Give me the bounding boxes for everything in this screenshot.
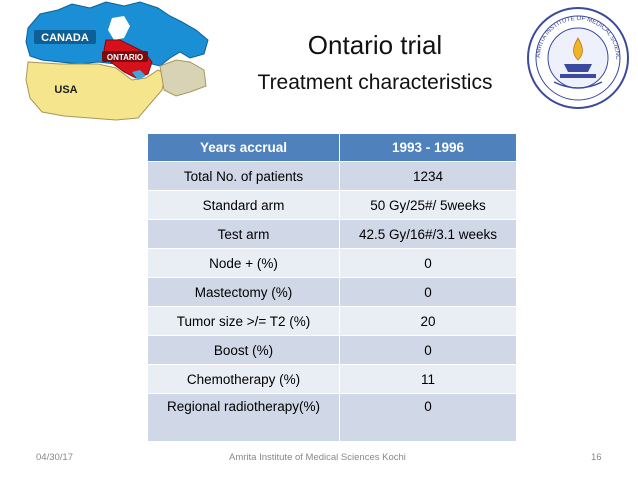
table-cell-label: Chemotherapy (%) (148, 364, 340, 394)
table-row: Regional radiotherapy(%) 0 (148, 393, 516, 442)
table-cell-value: 0 (339, 393, 516, 442)
table-row: Total No. of patients 1234 (148, 161, 516, 191)
slide-title: Ontario trial (307, 30, 443, 60)
table-header-cell: 1993 - 1996 (339, 134, 516, 162)
canada-ontario-map: CANADA ONTARIO USA (20, 0, 212, 122)
footer-institution: Amrita Institute of Medical Sciences Koc… (229, 452, 406, 463)
slide-subtitle: Treatment characteristics (257, 71, 493, 94)
table-cell-value: 50 Gy/25#/ 5weeks (339, 190, 516, 220)
map-label-usa: USA (54, 84, 77, 96)
table-cell-value: 0 (339, 335, 516, 365)
footer-date: 04/30/17 (36, 452, 73, 463)
table-cell-value: 0 (339, 248, 516, 278)
table-header-row: Years accrual 1993 - 1996 (148, 134, 516, 162)
table-cell-label: Test arm (148, 219, 340, 249)
table-row: Chemotherapy (%) 11 (148, 364, 516, 394)
table-cell-label: Mastectomy (%) (148, 277, 340, 307)
usa-region (25, 61, 167, 121)
table-cell-value: 11 (339, 364, 516, 394)
footer-page-number: 16 (591, 452, 602, 463)
table-row: Test arm 42.5 Gy/16#/3.1 weeks (148, 219, 516, 249)
map-label-canada: CANADA (41, 32, 89, 44)
table-cell-value: 20 (339, 306, 516, 336)
table-cell-label: Regional radiotherapy(%) (148, 393, 340, 442)
table-row: Standard arm 50 Gy/25#/ 5weeks (148, 190, 516, 220)
table-cell-label: Standard arm (148, 190, 340, 220)
treatment-table: Years accrual 1993 - 1996 Total No. of p… (148, 134, 516, 442)
map-label-ontario: ONTARIO (107, 53, 143, 62)
table-cell-value: 1234 (339, 161, 516, 191)
table-cell-value: 42.5 Gy/16#/3.1 weeks (339, 219, 516, 249)
table-header-cell: Years accrual (148, 134, 340, 162)
table-cell-label: Boost (%) (148, 335, 340, 365)
table-row: Mastectomy (%) 0 (148, 277, 516, 307)
table-row: Tumor size >/= T2 (%) 20 (148, 306, 516, 336)
table-row: Boost (%) 0 (148, 335, 516, 365)
amrita-seal-logo: AMRITA INSTITUTE OF MEDICAL SCIENCES (524, 2, 629, 109)
table-cell-label: Node + (%) (148, 248, 340, 278)
table-row: Node + (%) 0 (148, 248, 516, 278)
table-cell-label: Tumor size >/= T2 (%) (148, 306, 340, 336)
table-cell-value: 0 (339, 277, 516, 307)
table-cell-label: Total No. of patients (148, 161, 340, 191)
